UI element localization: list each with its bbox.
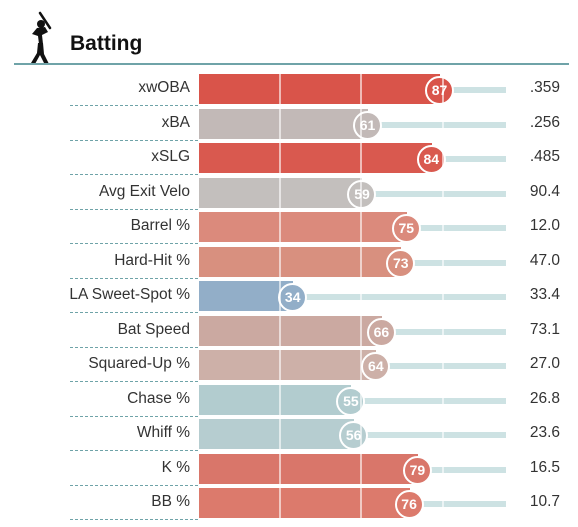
percentile-bar xyxy=(199,108,369,139)
percentile-badge: 75 xyxy=(391,214,421,243)
percentile-badge: 61 xyxy=(353,110,383,140)
percentile-track xyxy=(409,501,506,507)
percentile-badge: 66 xyxy=(366,317,396,347)
section-title: Batting xyxy=(70,32,143,55)
percentile-bar xyxy=(199,143,432,173)
percentile-track xyxy=(368,121,506,128)
percentile-badge: 84 xyxy=(416,145,446,174)
percentile-track xyxy=(440,87,506,93)
metric-value: 12.0 xyxy=(529,217,560,234)
metric-label: Barrel % xyxy=(130,217,190,234)
metric-value: 33.4 xyxy=(529,286,560,303)
metric-label: Bat Speed xyxy=(117,320,190,338)
percentile-track xyxy=(431,156,506,162)
metric-value: 23.6 xyxy=(529,424,560,441)
row-divider xyxy=(70,277,198,279)
percentile-track xyxy=(354,432,506,438)
metric-value: 90.4 xyxy=(529,182,560,200)
section-header: Batting xyxy=(0,0,578,70)
metric-label: xBA xyxy=(161,113,190,131)
metric-row: BB % 76 10.7 xyxy=(0,486,578,521)
metric-value: .256 xyxy=(529,113,560,131)
metric-label: Whiff % xyxy=(136,424,190,441)
row-divider xyxy=(70,174,198,175)
percentile-bar xyxy=(199,315,382,346)
metric-row: Whiff % 56 23.6 xyxy=(0,417,578,452)
percentile-track xyxy=(376,363,506,369)
metric-row: xBA 61 .256 xyxy=(0,107,578,142)
metric-value: 26.8 xyxy=(529,389,560,407)
gridline-50 xyxy=(360,72,362,520)
metric-row: xwOBA 87 .359 xyxy=(0,72,578,107)
percentile-track xyxy=(401,259,506,266)
row-divider xyxy=(70,381,198,382)
percentile-bar xyxy=(199,74,441,104)
row-divider xyxy=(70,519,198,520)
metric-label: LA Sweet-Spot % xyxy=(69,286,190,303)
percentile-bar xyxy=(199,384,352,415)
metric-value: .485 xyxy=(529,148,560,165)
row-divider xyxy=(70,450,198,451)
percentile-bar xyxy=(199,419,355,449)
batter-silhouette-icon xyxy=(31,11,52,65)
metric-row: xSLG 84 .485 xyxy=(0,141,578,176)
metric-label: Hard-Hit % xyxy=(114,251,190,269)
percentile-badge: 79 xyxy=(402,455,432,485)
percentile-track xyxy=(293,294,506,300)
row-divider xyxy=(70,415,198,417)
row-divider xyxy=(70,243,198,244)
percentile-bar xyxy=(199,453,418,484)
metric-label: Chase % xyxy=(127,389,190,407)
metric-value: 10.7 xyxy=(529,493,560,510)
percentile-badge: 34 xyxy=(278,283,308,312)
percentile-track xyxy=(406,225,506,231)
metric-row: Avg Exit Velo5990.4 xyxy=(0,176,578,211)
metric-row: K % 79 16.5 xyxy=(0,452,578,487)
percentile-badge: 64 xyxy=(361,352,391,381)
header-divider xyxy=(14,63,569,65)
percentile-badge: 87 xyxy=(425,76,455,105)
percentile-track xyxy=(351,397,506,404)
metric-value: 27.0 xyxy=(529,355,560,372)
row-divider xyxy=(70,346,198,348)
row-divider xyxy=(70,139,198,141)
percentile-badge: 76 xyxy=(394,490,424,519)
metric-row: Squared-Up % 64 27.0 xyxy=(0,348,578,383)
percentile-badge: 73 xyxy=(386,248,416,278)
row-divider xyxy=(70,208,198,210)
percentile-bar xyxy=(199,212,407,242)
metric-label: K % xyxy=(161,458,190,476)
metric-label: BB % xyxy=(151,493,190,510)
percentile-track xyxy=(362,190,506,197)
percentile-track xyxy=(417,466,506,473)
metric-value: 16.5 xyxy=(529,458,560,476)
percentile-bar xyxy=(199,246,402,277)
row-divider xyxy=(70,312,198,313)
gridline-75 xyxy=(442,72,444,520)
row-divider xyxy=(70,105,198,106)
percentile-bar xyxy=(199,281,294,311)
metric-label: xwOBA xyxy=(138,79,190,96)
metric-label: Avg Exit Velo xyxy=(98,182,190,200)
row-divider xyxy=(70,484,198,486)
metric-label: Squared-Up % xyxy=(88,355,190,372)
metric-row: Bat Speed 66 73.1 xyxy=(0,314,578,349)
metric-value: 47.0 xyxy=(529,251,560,269)
metric-row: Barrel % 75 12.0 xyxy=(0,210,578,245)
metric-row: Hard-Hit % 73 47.0 xyxy=(0,245,578,280)
percentile-badge: 56 xyxy=(339,421,369,450)
metric-row: Chase % 55 26.8 xyxy=(0,383,578,418)
metric-value: 73.1 xyxy=(529,320,560,338)
metric-row: LA Sweet-Spot % 34 33.4 xyxy=(0,279,578,314)
metric-label: xSLG xyxy=(151,148,190,165)
gridline-25 xyxy=(279,72,281,520)
metric-value: .359 xyxy=(529,79,560,96)
percentile-bar xyxy=(199,350,377,380)
percentile-bar xyxy=(199,488,410,518)
